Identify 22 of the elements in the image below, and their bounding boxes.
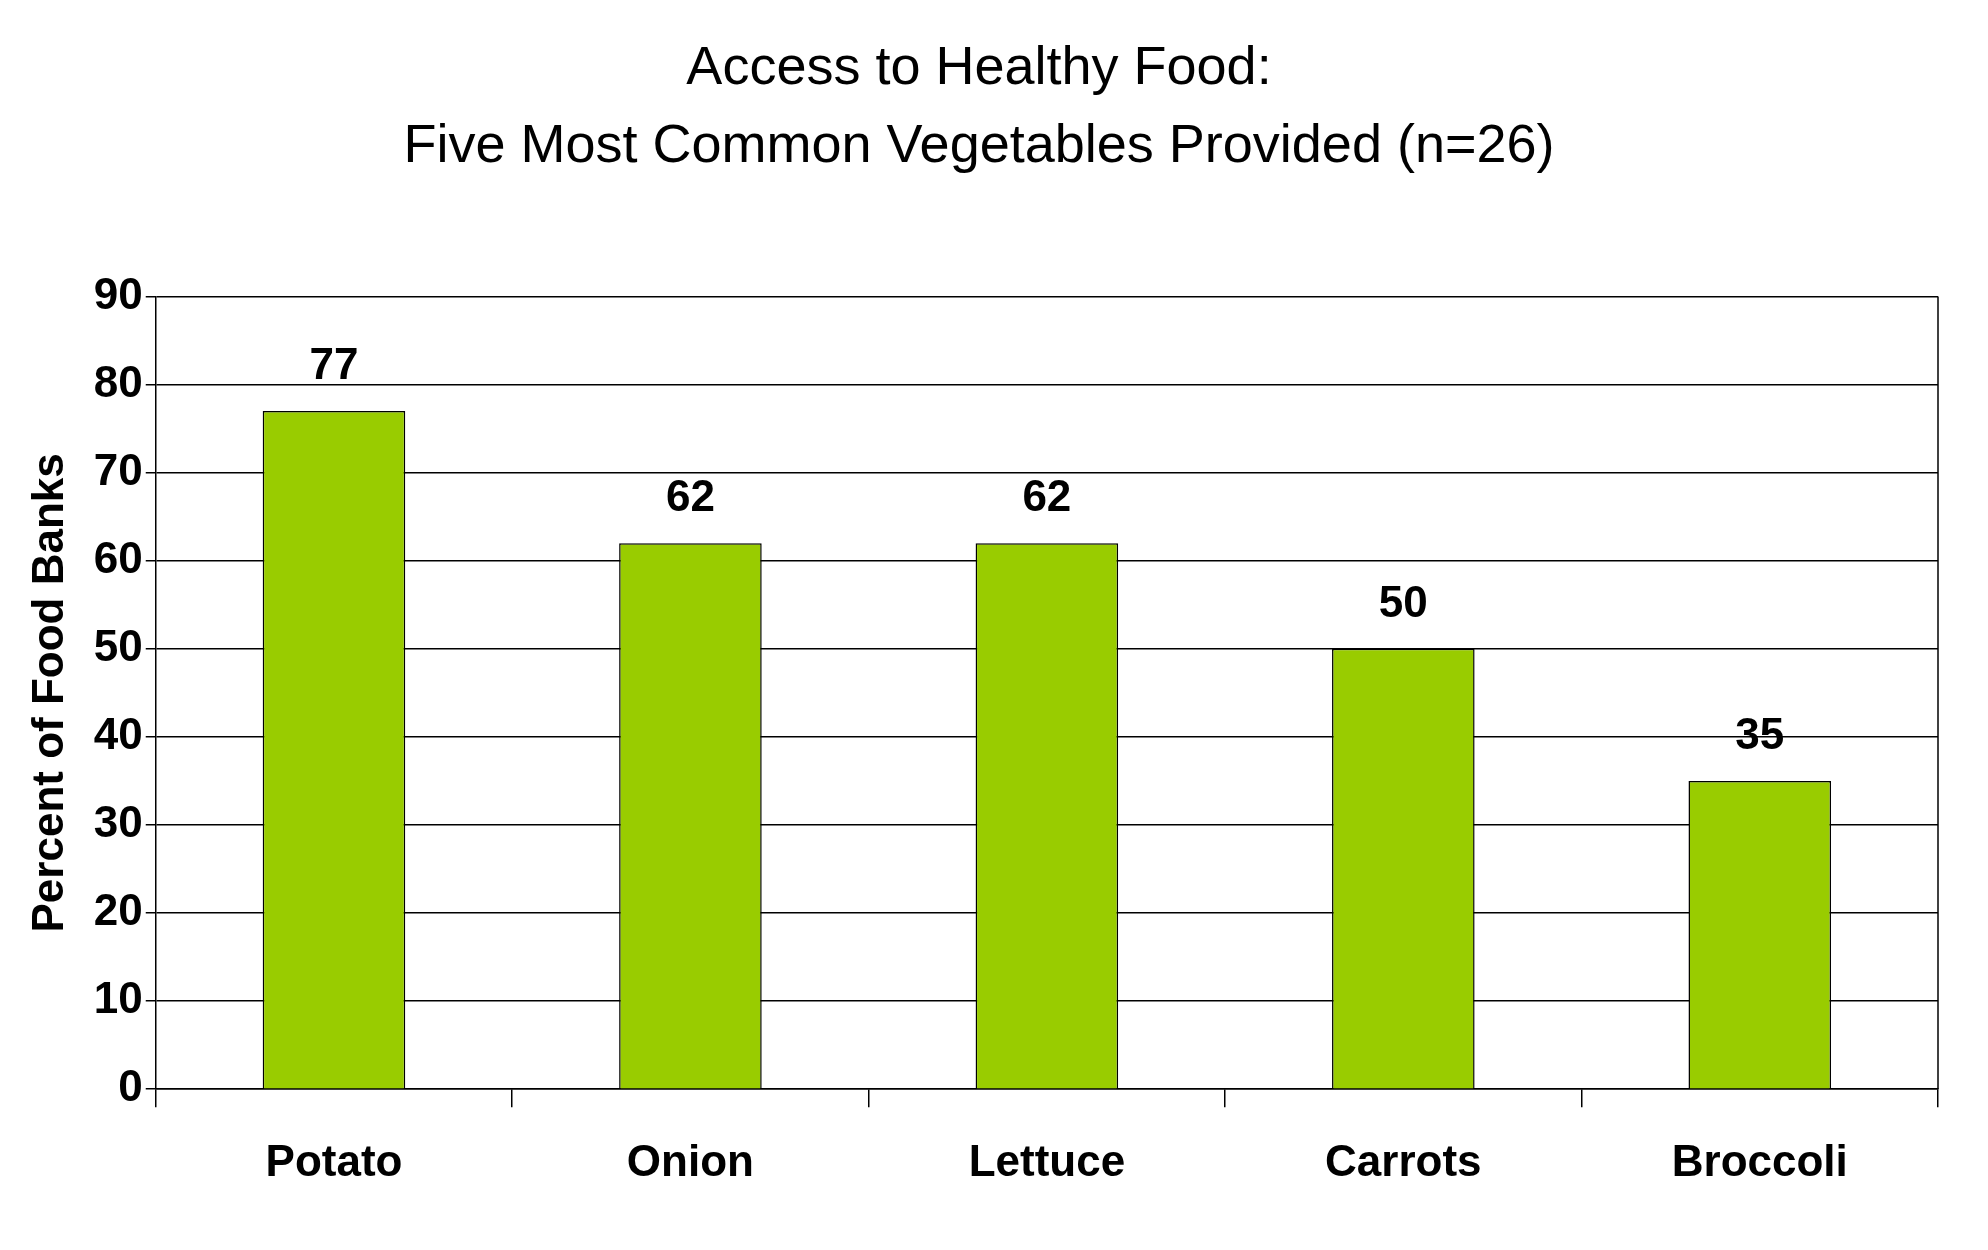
y-tick-label: 0 <box>118 1061 143 1111</box>
y-tick-label: 30 <box>93 797 143 847</box>
y-tick-label: 20 <box>93 885 143 935</box>
text: Access to Healthy Food: <box>686 35 1272 96</box>
y-axis-title: Percent of Food Banks <box>22 453 72 933</box>
y-tick-label: 50 <box>93 621 143 671</box>
data-label: 62 <box>1022 471 1072 521</box>
text: Five Most Common Vegetables Provided (n=26) <box>403 113 1555 174</box>
y-tick-label: 80 <box>93 356 143 406</box>
data-label: 50 <box>1378 577 1428 627</box>
y-tick-label: 60 <box>93 532 143 582</box>
x-tick-label: Broccoli <box>1671 1135 1848 1185</box>
y-tick-label: 90 <box>93 268 143 318</box>
data-label: 77 <box>309 339 359 389</box>
x-tick-label: Onion <box>626 1135 754 1185</box>
x-tick-label: Lettuce <box>968 1135 1126 1185</box>
x-tick-label: Potato <box>265 1135 403 1185</box>
y-tick-label: 10 <box>93 973 143 1023</box>
data-label: 62 <box>665 471 715 521</box>
x-tick-label: Carrots <box>1325 1135 1482 1185</box>
y-tick-label: 70 <box>93 444 143 494</box>
y-tick-label: 40 <box>93 709 143 759</box>
